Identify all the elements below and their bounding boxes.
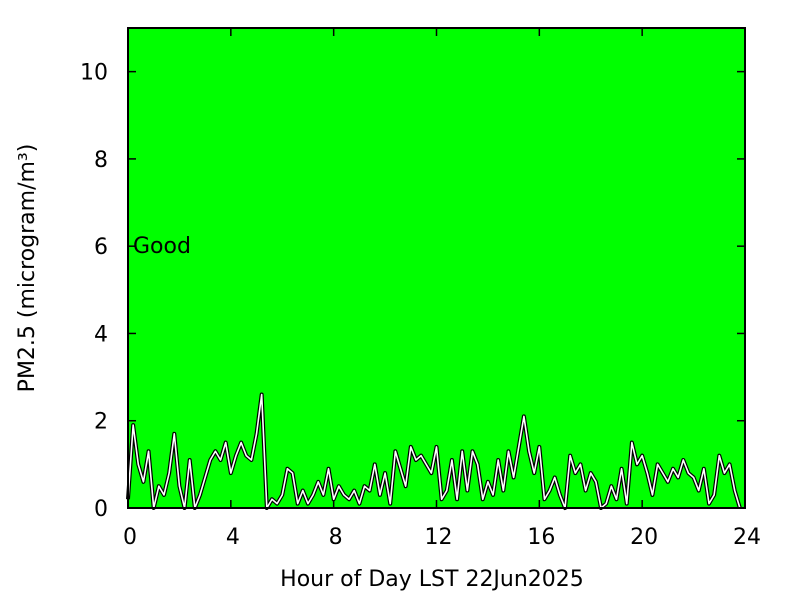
y-tick-label: 4 (94, 322, 108, 347)
x-tick-label: 16 (527, 525, 555, 550)
x-tick-label: 0 (123, 525, 137, 550)
x-tick-label: 20 (630, 525, 658, 550)
plot-frame (127, 27, 746, 509)
y-tick-label: 6 (94, 235, 108, 260)
y-tick-label: 2 (94, 410, 108, 435)
y-axis-label: PM2.5 (microgram/m³) (15, 144, 40, 393)
annotation: Good (133, 234, 191, 259)
plot-background (128, 28, 745, 508)
x-axis-label: Hour of Day LST 22Jun2025 (280, 567, 584, 592)
y-tick-label: 0 (94, 497, 108, 522)
x-tick-label: 8 (329, 525, 343, 550)
x-tick-label: 24 (733, 525, 761, 550)
x-tick-label: 12 (425, 525, 453, 550)
y-tick-label: 10 (80, 61, 108, 86)
x-tick-label: 4 (226, 525, 240, 550)
series-line (127, 393, 741, 509)
y-tick-label: 8 (94, 148, 108, 173)
